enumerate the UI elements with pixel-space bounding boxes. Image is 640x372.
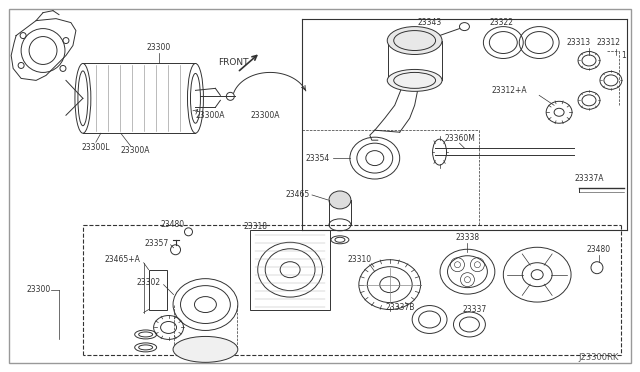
Text: 23310: 23310 (348, 255, 372, 264)
Text: 23312: 23312 (597, 38, 621, 47)
Text: 23300L: 23300L (81, 142, 110, 152)
Text: 23300A: 23300A (121, 145, 150, 155)
Text: 23465: 23465 (286, 190, 310, 199)
Text: 23360M: 23360M (444, 134, 475, 143)
Text: 23312+A: 23312+A (492, 86, 527, 95)
Text: FRONT: FRONT (218, 58, 249, 67)
Ellipse shape (329, 191, 351, 209)
Text: 23318: 23318 (243, 222, 268, 231)
Bar (148, 270, 166, 310)
Ellipse shape (387, 70, 442, 92)
Text: 23338: 23338 (456, 233, 479, 242)
Text: 23357: 23357 (144, 239, 168, 248)
Text: 23313: 23313 (567, 38, 591, 47)
Text: 1: 1 (621, 51, 626, 60)
Text: 23480: 23480 (161, 220, 184, 230)
Text: 23300: 23300 (147, 43, 171, 52)
Text: 23480: 23480 (587, 245, 611, 254)
Bar (250, 230, 330, 310)
Text: J23300RK: J23300RK (579, 353, 619, 362)
Ellipse shape (387, 26, 442, 54)
Text: 23337: 23337 (462, 305, 486, 314)
Text: 23354: 23354 (306, 154, 330, 163)
Text: 23300: 23300 (26, 285, 51, 294)
Ellipse shape (173, 336, 238, 362)
Text: 23300A: 23300A (250, 111, 280, 120)
Text: 23322: 23322 (490, 18, 513, 27)
Text: 23337A: 23337A (574, 173, 604, 183)
Text: 23337B: 23337B (385, 303, 414, 312)
Text: 23343: 23343 (417, 18, 442, 27)
Text: 23302: 23302 (136, 278, 161, 287)
Text: 23465+A: 23465+A (105, 255, 141, 264)
Text: 23300A: 23300A (195, 111, 225, 120)
